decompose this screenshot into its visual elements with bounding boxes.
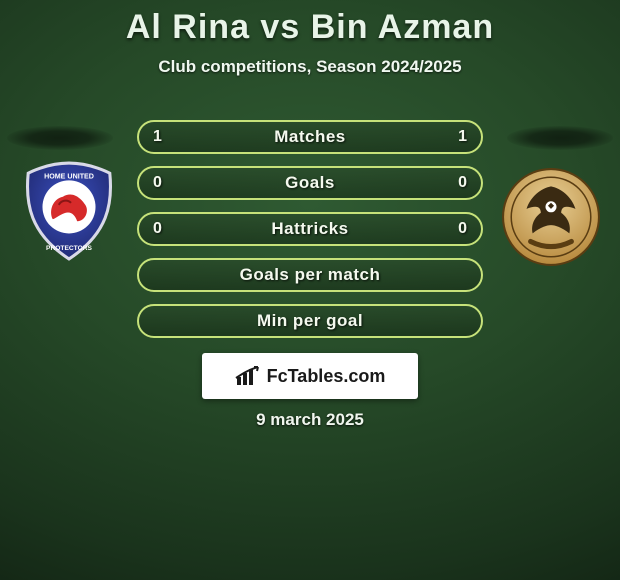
stats-arena: HOME UNITED PROTECTORS — [0, 120, 620, 350]
stat-left-value: 0 — [153, 168, 162, 198]
stat-left-value: 1 — [153, 122, 162, 152]
stat-label: Hattricks — [271, 219, 348, 239]
stat-label: Matches — [274, 127, 346, 147]
stat-row-goals: 0 Goals 0 — [137, 166, 483, 200]
brand-badge: FcTables.com — [202, 353, 418, 399]
stat-label: Goals per match — [240, 265, 381, 285]
home-united-crest-icon: HOME UNITED PROTECTORS — [18, 160, 120, 262]
stat-row-gpm: Goals per match — [137, 258, 483, 292]
stat-right-value: 0 — [458, 214, 467, 244]
comparison-card: Al Rina vs Bin Azman Club competitions, … — [0, 0, 620, 580]
svg-text:HOME UNITED: HOME UNITED — [44, 172, 94, 180]
stat-row-mpg: Min per goal — [137, 304, 483, 338]
page-subtitle: Club competitions, Season 2024/2025 — [0, 57, 620, 77]
stat-rows: 1 Matches 1 0 Goals 0 0 Hattricks 0 Goal… — [137, 120, 483, 350]
bar-chart-icon — [235, 365, 261, 387]
footer-date: 9 march 2025 — [0, 410, 620, 430]
stat-row-matches: 1 Matches 1 — [137, 120, 483, 154]
club-crest-left: HOME UNITED PROTECTORS — [18, 160, 120, 262]
avatar-shadow-right — [507, 126, 613, 150]
stat-label: Goals — [285, 173, 335, 193]
stat-label: Min per goal — [257, 311, 363, 331]
stat-right-value: 0 — [458, 168, 467, 198]
avatar-shadow-left — [7, 126, 113, 150]
page-title: Al Rina vs Bin Azman — [0, 0, 620, 47]
brand-text: FcTables.com — [267, 366, 386, 387]
stat-right-value: 1 — [458, 122, 467, 152]
stat-row-hattricks: 0 Hattricks 0 — [137, 212, 483, 246]
stat-left-value: 0 — [153, 214, 162, 244]
opponent-crest-icon — [500, 166, 602, 268]
svg-text:PROTECTORS: PROTECTORS — [46, 245, 92, 252]
club-crest-right — [500, 166, 602, 268]
